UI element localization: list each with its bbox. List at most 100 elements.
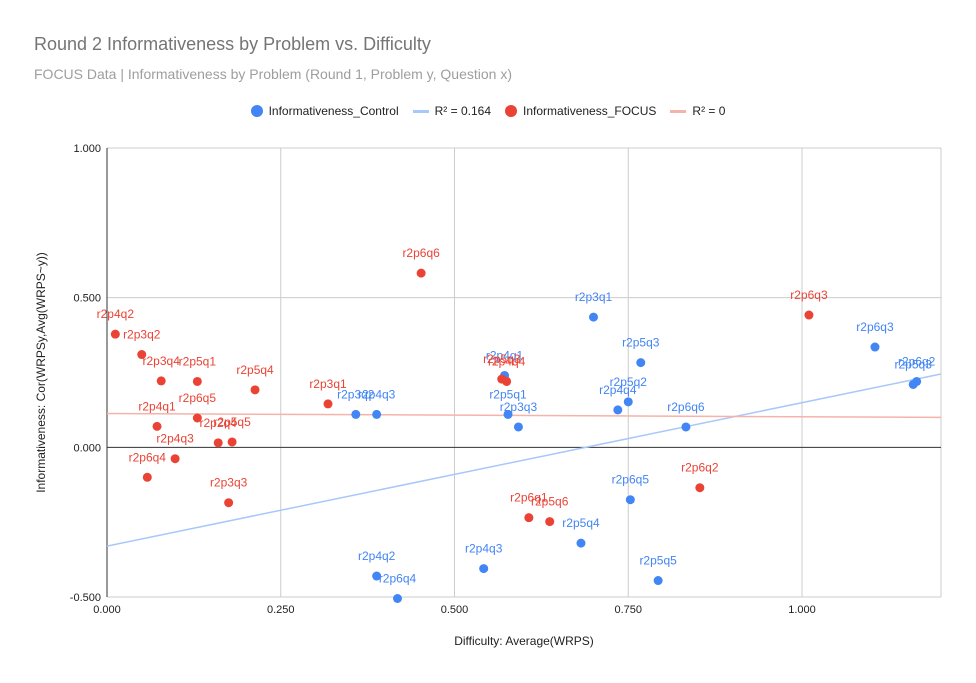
x-tick-label: 0.250 — [267, 604, 295, 616]
point-label: r2p6q5 — [179, 391, 217, 405]
data-points: r2p6q2r2p5q3r2p6q3r2p3q1r2p5q3r2p5q2r2p4… — [97, 246, 936, 603]
data-point — [137, 350, 147, 360]
point-label: r2p4q3 — [156, 432, 194, 446]
data-point — [142, 472, 152, 482]
data-point — [625, 495, 635, 505]
point-label: r2p4q1 — [486, 348, 524, 362]
data-point — [156, 376, 166, 386]
data-point — [695, 483, 705, 493]
y-tick-label: 0.500 — [73, 293, 101, 305]
legend-line-swatch — [670, 109, 687, 113]
point-label: r2p3q3 — [500, 400, 538, 414]
legend-item: R² = 0.164 — [412, 104, 492, 118]
point-label: r2p4q3 — [465, 542, 503, 556]
point-label: r2p6q2 — [898, 354, 936, 368]
point-label: r2p5q6 — [531, 495, 569, 509]
data-point — [545, 517, 555, 527]
point-label: r2p5q3 — [483, 352, 521, 366]
point-label: r2p6q5 — [612, 473, 650, 487]
data-point — [623, 397, 633, 407]
data-point — [372, 571, 382, 581]
data-point — [372, 409, 382, 419]
data-point — [479, 564, 489, 574]
trendline — [106, 373, 942, 547]
legend-line-swatch — [412, 109, 429, 113]
data-point — [613, 405, 623, 415]
data-point — [170, 454, 180, 464]
point-label: r2p5q2 — [610, 375, 648, 389]
point-label: r2p6q4 — [129, 450, 167, 464]
data-point — [908, 379, 918, 389]
point-label: r2p6q2 — [681, 461, 719, 475]
legend-item: R² = 0 — [670, 104, 725, 118]
point-label: r2p6q6 — [667, 400, 705, 414]
y-tick-label: 1.000 — [73, 143, 101, 155]
data-point — [393, 593, 403, 603]
point-label: r2p4q2 — [358, 549, 396, 563]
point-label: r2p3q2 — [337, 387, 375, 401]
legend-marker — [250, 105, 263, 117]
point-label: r2p6q1 — [510, 491, 548, 505]
point-label: r2p5q1 — [179, 354, 217, 368]
x-axis-title: Difficulty: Average(WRPS) — [454, 634, 594, 648]
point-label: r2p4q3 — [358, 387, 396, 401]
chart-subtitle: FOCUS Data | Informativeness by Problem … — [34, 66, 513, 82]
point-label: r2p3q1 — [309, 377, 347, 391]
point-label: r2p6q6 — [402, 246, 440, 260]
x-tick-label: 0.500 — [441, 604, 469, 616]
point-label: r2p3q4 — [143, 354, 181, 368]
y-tick-label: 0.000 — [73, 442, 101, 454]
point-label: r2p4q4 — [599, 383, 637, 397]
legend-item: Informativeness_Control — [250, 104, 399, 118]
data-point — [416, 268, 426, 278]
legend-label: R² = 0.164 — [434, 104, 492, 118]
trendlines — [106, 373, 942, 547]
data-point — [524, 513, 534, 523]
point-label: r2p6q3 — [856, 320, 894, 334]
point-label: r2p5q3 — [622, 336, 660, 350]
chart-title: Round 2 Informativeness by Problem vs. D… — [34, 34, 431, 54]
point-label: r2p6q3 — [790, 288, 828, 302]
data-point — [192, 376, 202, 386]
data-point — [681, 422, 691, 432]
point-label: r2p2q4 — [200, 416, 238, 430]
grid-lines — [106, 147, 942, 598]
point-label: r2p5q4 — [236, 363, 274, 377]
point-label: r2p6q4 — [379, 571, 417, 585]
trendline — [106, 412, 942, 419]
data-point — [110, 329, 120, 339]
data-point — [224, 498, 234, 508]
data-point — [502, 376, 512, 386]
point-label: r2p4q1 — [138, 399, 176, 413]
data-point — [227, 437, 237, 447]
data-point — [152, 421, 162, 431]
x-tick-label: 0.750 — [614, 604, 642, 616]
x-tick-label: 0.000 — [93, 604, 121, 616]
point-label: r2p3q3 — [210, 476, 248, 490]
tick-labels: 0.000 0.250 0.500 0.750 1.000-0.5000.0000.50… — [70, 143, 816, 616]
data-point — [804, 310, 814, 320]
data-point — [192, 413, 202, 423]
y-axis-title: Informativeness: Cor(WRPSy,Avg(WRPS~y)) — [34, 252, 48, 493]
point-label: r2p5q3 — [895, 357, 933, 371]
point-label: r2p5q5 — [213, 415, 251, 429]
y-tick-label: -0.500 — [70, 592, 101, 604]
data-point — [323, 399, 333, 409]
point-label: r2p4q2 — [97, 307, 135, 321]
point-label: r2p4q4 — [488, 354, 526, 368]
data-point — [576, 538, 586, 548]
point-label: r2p3q2 — [123, 328, 161, 342]
point-label: r2p3q1 — [575, 290, 613, 304]
legend-label: Informativeness_FOCUS — [523, 104, 657, 118]
legend-item: Informativeness_FOCUS — [505, 104, 656, 118]
data-point — [513, 422, 523, 432]
data-point — [503, 409, 513, 419]
legend-marker — [505, 105, 518, 117]
data-point — [351, 409, 361, 419]
data-point — [653, 576, 663, 586]
data-point — [589, 312, 598, 322]
legend: Informativeness_Control R² = 0.164 Informa… — [0, 100, 976, 122]
legend-label: Informativeness_Control — [268, 104, 399, 118]
point-label: r2p5q5 — [639, 554, 677, 568]
